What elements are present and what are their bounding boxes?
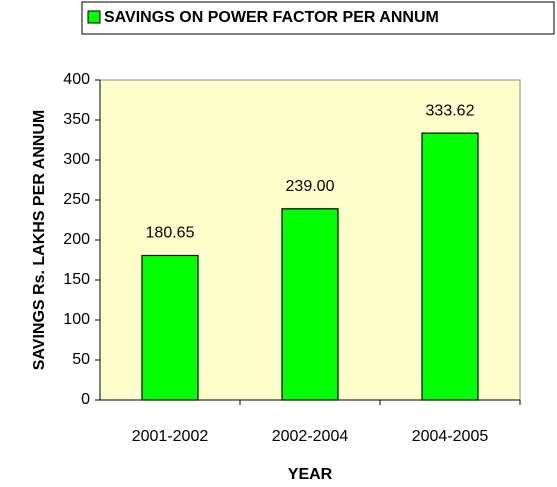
legend-swatch [87,10,101,24]
y-axis-label: SAVINGS Rs. LAKHS PER ANNUM [31,110,48,370]
y-tick-label: 200 [63,231,90,248]
y-tick-label: 300 [63,151,90,168]
data-label: 180.65 [146,225,195,242]
y-tick-label: 250 [63,191,90,208]
y-tick-label: 100 [63,311,90,328]
bar [281,208,339,401]
legend-label: SAVINGS ON POWER FACTOR PER ANNUM [104,9,439,26]
y-tick-label: 350 [63,111,90,128]
y-tick-label: 50 [72,351,90,368]
x-tick-label: 2004-2005 [412,428,489,445]
y-tick-label: 400 [63,71,90,88]
x-tick-label: 2001-2002 [132,428,209,445]
bar [141,254,199,401]
x-axis-label: YEAR [288,466,333,483]
data-label: 333.62 [426,102,475,119]
y-tick-label: 0 [81,391,90,408]
y-tick-label: 150 [63,271,90,288]
x-tick-label: 2002-2004 [272,428,349,445]
bar [421,132,479,401]
data-label: 239.00 [286,178,335,195]
legend-box [81,1,555,35]
